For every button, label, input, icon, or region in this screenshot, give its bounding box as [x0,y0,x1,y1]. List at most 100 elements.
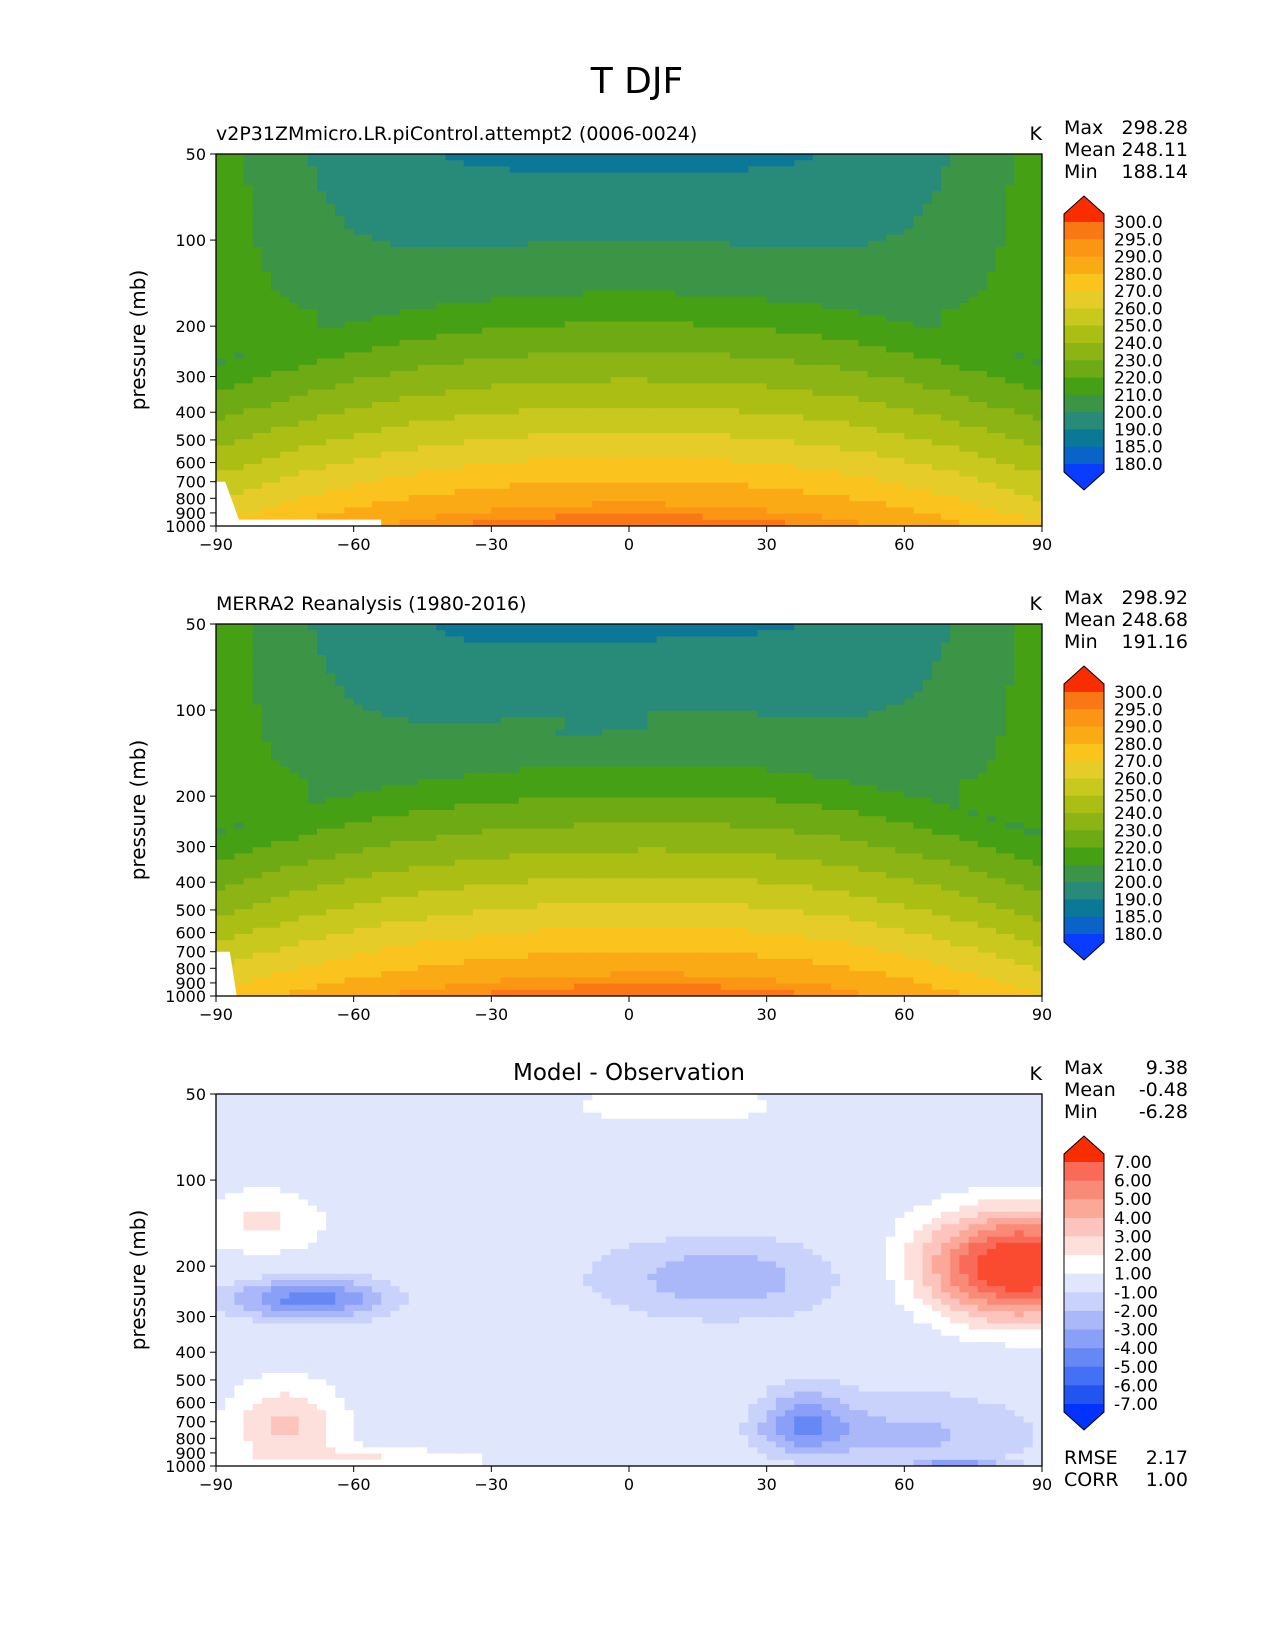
field-cell [390,408,401,415]
field-cell [216,166,226,174]
field-cell [601,439,612,446]
field-cell [307,154,318,161]
field-cell [1023,234,1034,242]
field-cell [307,420,318,428]
field-cell [546,358,557,366]
field-cell [702,377,713,384]
field-cell [316,383,327,391]
field-cell [656,377,667,384]
field-cell [720,228,731,236]
field-cell [216,309,226,316]
field-cell [399,445,410,453]
field-cell [840,234,850,242]
field-cell [445,240,456,248]
field-cell [472,364,483,372]
field-cell [629,377,639,384]
field-cell [775,209,786,217]
field-cell [684,402,694,409]
field-cell [996,389,1006,397]
field-cell [372,259,382,267]
field-cell [261,426,272,434]
field-cell [564,408,575,415]
field-cell [399,420,410,428]
field-cell [950,209,960,217]
field-cell [941,240,951,248]
field-cell [289,457,300,465]
field-cell [234,309,245,316]
field-cell [344,327,355,335]
field-cell [803,470,814,477]
field-cell [592,172,603,180]
field-cell [1023,451,1034,459]
field-cell [518,389,529,397]
field-cell [665,433,676,440]
field-cell [326,309,336,316]
field-cell [922,259,933,267]
field-cell [390,333,401,341]
field-cell [335,240,346,248]
field-cell [583,271,593,279]
field-cell [417,327,428,335]
field-cell [702,346,713,353]
field-cell [445,426,456,434]
field-cell [381,352,391,360]
field-cell [518,340,529,347]
field-cell [867,327,878,335]
field-cell [261,172,272,180]
field-cell [647,364,658,372]
field-cell [794,309,804,316]
field-cell [234,240,245,248]
field-cell [252,296,263,304]
field-cell [583,395,593,403]
field-cell [463,166,474,174]
field-cell [298,309,309,316]
field-cell [555,408,566,415]
field-cell [280,284,291,291]
field-cell [702,271,713,279]
field-cell [803,371,814,378]
field-cell [417,216,428,223]
field-cell [830,209,841,217]
field-cell [739,290,749,298]
field-cell [647,420,658,428]
field-cell [885,228,896,236]
field-cell [638,389,648,397]
field-cell [353,203,364,211]
field-cell [271,333,281,341]
field-cell [1023,402,1034,409]
field-cell [812,166,823,174]
field-cell [362,278,373,285]
field-cell [482,185,492,192]
field-cell [619,464,630,471]
field-cell [362,321,373,329]
field-cell [252,247,263,254]
field-cell [876,222,887,229]
field-cell [344,439,355,446]
field-cell [216,302,226,310]
field-cell [583,265,593,273]
field-cell [830,172,841,180]
field-cell [592,284,603,291]
field-cell [629,278,639,285]
field-cell [307,395,318,403]
field-cell [307,433,318,440]
field-cell [555,284,566,291]
field-cell [803,445,814,453]
field-cell [326,482,336,490]
field-cell [885,302,896,310]
field-cell [803,364,814,372]
field-cell [913,457,924,465]
field-cell [335,172,346,180]
field-cell [986,315,997,322]
field-cell [583,445,593,453]
field-cell [427,296,437,304]
field-cell [858,321,869,329]
field-cell [326,395,336,403]
field-cell [739,389,749,397]
field-cell [436,265,447,273]
field-cell [729,259,740,267]
field-cell [977,265,988,273]
field-cell [885,371,896,378]
field-cell [454,433,465,440]
field-cell [316,222,327,229]
